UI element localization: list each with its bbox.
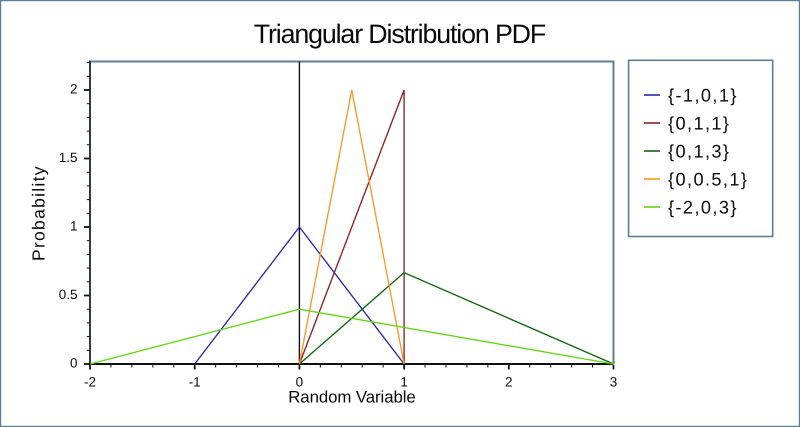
svg-text:{-1,0,1}: {-1,0,1} [668,85,738,105]
svg-text:Probability: Probability [29,166,49,261]
svg-text:{0,0.5,1}: {0,0.5,1} [668,169,748,189]
svg-text:0: 0 [296,374,304,389]
svg-text:2: 2 [505,374,513,389]
svg-text:{0,1,3}: {0,1,3} [668,141,730,161]
svg-text:2: 2 [70,82,78,97]
svg-text:{0,1,1}: {0,1,1} [668,113,730,133]
svg-text:1.5: 1.5 [59,150,78,165]
svg-text:0.5: 0.5 [59,287,78,302]
svg-text:-2: -2 [84,374,96,389]
svg-text:Random Variable: Random Variable [288,388,416,407]
svg-text:-1: -1 [189,374,201,389]
svg-text:0: 0 [70,356,78,371]
svg-text:3: 3 [610,374,618,389]
svg-text:Triangular Distribution PDF: Triangular Distribution PDF [254,19,547,49]
svg-text:1: 1 [70,219,78,234]
svg-text:1: 1 [400,374,408,389]
svg-text:{-2,0,3}: {-2,0,3} [668,197,738,217]
